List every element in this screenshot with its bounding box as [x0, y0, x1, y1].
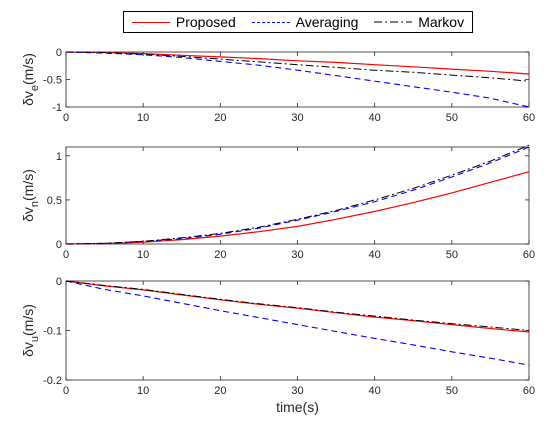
x-tick-label: 60: [523, 249, 535, 261]
y-axis-label-main: δv: [20, 207, 36, 222]
x-tick-label: 30: [291, 249, 303, 261]
y-axis-label-unit: (m/s): [20, 53, 36, 85]
y-axis-label-main: δv: [20, 91, 36, 106]
x-tick-label: 40: [369, 112, 381, 124]
legend-item-averaging: Averaging: [251, 14, 359, 30]
x-tick-label: 10: [137, 249, 149, 261]
y-tick-label: 0: [56, 239, 62, 251]
y-axis-label-subscript: n: [29, 201, 41, 207]
legend-swatch-proposed: [131, 21, 170, 23]
y-tick-label: 0: [56, 276, 62, 288]
series-line-markov: [65, 280, 530, 331]
series-line-proposed: [65, 280, 530, 333]
y-axis-label: δve(m/s): [20, 53, 41, 106]
legend-label-averaging: Averaging: [295, 14, 359, 30]
x-tick-label: 50: [446, 112, 458, 124]
x-tick-label: 50: [446, 249, 458, 261]
x-tick-label: 60: [523, 385, 535, 397]
x-tick-label: 20: [214, 249, 226, 261]
x-tick-label: 40: [369, 385, 381, 397]
panel-1: 0 10 20 30 40 50 60 -1 -0.5 0 δve(m/s): [20, 47, 535, 124]
x-tick-label: 60: [523, 112, 535, 124]
plot-area: [65, 146, 530, 245]
y-tick-label: 1: [56, 151, 62, 163]
x-tick-label: 50: [446, 385, 458, 397]
y-tick-label: -0.1: [43, 326, 62, 338]
series-line-markov: [65, 51, 530, 82]
legend-item-proposed: Proposed: [131, 14, 236, 30]
y-tick-label: -0.2: [43, 375, 62, 387]
y-axis-label-unit: (m/s): [20, 169, 36, 201]
y-axis-label-subscript: u: [29, 336, 41, 342]
series-line-averaging: [65, 51, 530, 108]
y-axis-label: δvn(m/s): [20, 169, 41, 222]
x-tick-label: 20: [214, 385, 226, 397]
x-tick-label: 10: [137, 112, 149, 124]
x-tick-label: 0: [63, 112, 69, 124]
panel-2: 0 10 20 30 40 50 60 0 0.5 1 δvn(m/s): [20, 144, 535, 261]
plot-area: [65, 280, 530, 381]
y-tick-label: -0.5: [43, 75, 62, 87]
legend-swatch-markov: [374, 21, 413, 23]
panel-3: 0 10 20 30 40 50 60 -0.2 -0.1 0 δvu(m/s) time(s): [20, 276, 535, 415]
x-axis-label: time(s): [276, 399, 319, 415]
x-tick-label: 30: [291, 112, 303, 124]
y-tick-label: -1: [52, 102, 62, 114]
series-line-averaging: [65, 146, 530, 245]
x-tick-label: 20: [214, 112, 226, 124]
legend-item-markov: Markov: [374, 14, 464, 30]
legend: Proposed Averaging Markov: [123, 11, 473, 33]
series-line-proposed: [65, 51, 530, 75]
x-tick-label: 10: [137, 385, 149, 397]
y-tick-label: 0.5: [47, 195, 62, 207]
y-axis-label-main: δv: [20, 342, 36, 357]
legend-label-proposed: Proposed: [175, 14, 236, 30]
y-axis-label-subscript: e: [29, 85, 41, 91]
legend-swatch-averaging: [251, 21, 290, 23]
series-line-proposed: [65, 171, 530, 245]
x-tick-label: 0: [63, 385, 69, 397]
legend-label-markov: Markov: [418, 14, 465, 30]
x-tick-label: 40: [369, 249, 381, 261]
y-tick-label: 0: [56, 47, 62, 59]
y-axis-label: δvu(m/s): [20, 304, 41, 357]
y-axis-label-unit: (m/s): [20, 304, 36, 336]
x-tick-label: 30: [291, 385, 303, 397]
series-line-averaging: [65, 280, 530, 366]
x-tick-label: 0: [63, 249, 69, 261]
